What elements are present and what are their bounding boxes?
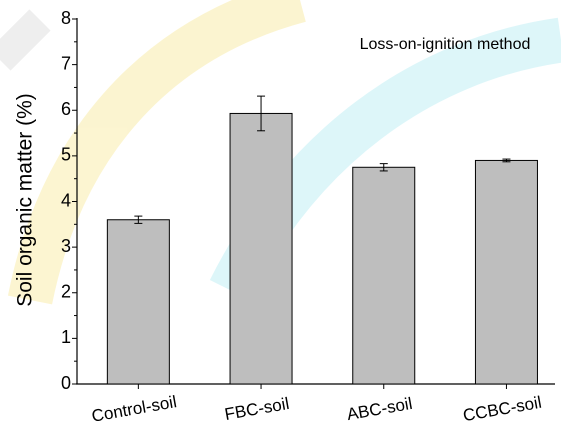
y-tick-label: 6 [61,99,71,119]
bar [353,167,415,384]
y-tick-label: 1 [61,327,71,347]
bar [107,220,169,384]
y-tick-label: 5 [61,145,71,165]
annotation: Loss-on-ignition method [360,36,531,53]
y-tick-label: 2 [61,282,71,302]
chart: Loss-on-ignition method Soil organic mat… [0,0,561,437]
y-tick-label: 3 [61,236,71,256]
bar [230,113,292,384]
y-tick-label: 7 [61,53,71,73]
y-tick-label: 0 [61,373,71,393]
x-tick-label: CCBC-soil [462,393,543,425]
bar [475,160,537,384]
x-tick-label: Control-soil [90,392,178,426]
y-axis-label: Soil organic matter (%) [14,93,37,307]
y-tick-label: 4 [61,190,71,210]
x-tick-label: ABC-soil [345,394,413,424]
x-tick-label: FBC-soil [223,394,290,424]
y-tick-label: 8 [61,8,71,28]
